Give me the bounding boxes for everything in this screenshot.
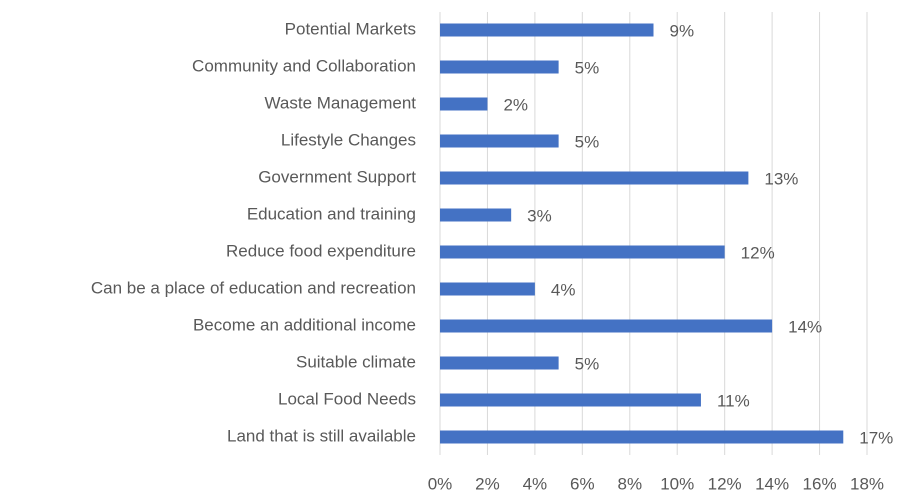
bar xyxy=(440,97,488,111)
category-label: Become an additional income xyxy=(193,315,416,334)
category-label: Local Food Needs xyxy=(278,389,416,408)
data-label: 9% xyxy=(670,21,695,40)
category-label: Land that is still available xyxy=(227,426,416,445)
x-tick-label: 6% xyxy=(570,474,595,491)
x-tick-label: 16% xyxy=(803,474,837,491)
category-label: Waste Management xyxy=(265,93,417,112)
bar xyxy=(440,356,559,370)
category-label: Potential Markets xyxy=(285,19,416,38)
category-label: Community and Collaboration xyxy=(192,56,416,75)
data-label: 2% xyxy=(503,95,528,114)
x-tick-label: 8% xyxy=(617,474,642,491)
x-tick-label: 10% xyxy=(660,474,694,491)
category-label: Reduce food expenditure xyxy=(226,241,416,260)
data-label: 12% xyxy=(741,243,775,262)
bar xyxy=(440,208,512,222)
data-label: 5% xyxy=(575,58,600,77)
category-label: Education and training xyxy=(247,204,416,223)
data-label: 17% xyxy=(859,428,893,447)
x-tick-label: 18% xyxy=(850,474,884,491)
category-label: Lifestyle Changes xyxy=(281,130,416,149)
data-label: 3% xyxy=(527,206,552,225)
bar xyxy=(440,60,559,74)
category-label: Government Support xyxy=(258,167,416,186)
data-label: 4% xyxy=(551,280,576,299)
data-label: 5% xyxy=(575,132,600,151)
bar xyxy=(440,282,535,296)
category-label: Can be a place of education and recreati… xyxy=(91,278,416,297)
bar xyxy=(440,23,654,37)
data-label: 11% xyxy=(717,391,750,410)
x-tick-label: 0% xyxy=(428,474,453,491)
x-tick-label: 14% xyxy=(755,474,789,491)
x-tick-label: 4% xyxy=(523,474,548,491)
x-tick-label: 12% xyxy=(708,474,742,491)
bar xyxy=(440,393,701,407)
category-label: Suitable climate xyxy=(296,352,416,371)
bar xyxy=(440,319,773,333)
data-label: 5% xyxy=(575,354,600,373)
x-tick-label: 2% xyxy=(475,474,500,491)
data-label: 14% xyxy=(788,317,822,336)
bar xyxy=(440,134,559,148)
bar xyxy=(440,430,844,444)
bar xyxy=(440,171,749,185)
bar xyxy=(440,245,725,259)
data-label: 13% xyxy=(764,169,798,188)
